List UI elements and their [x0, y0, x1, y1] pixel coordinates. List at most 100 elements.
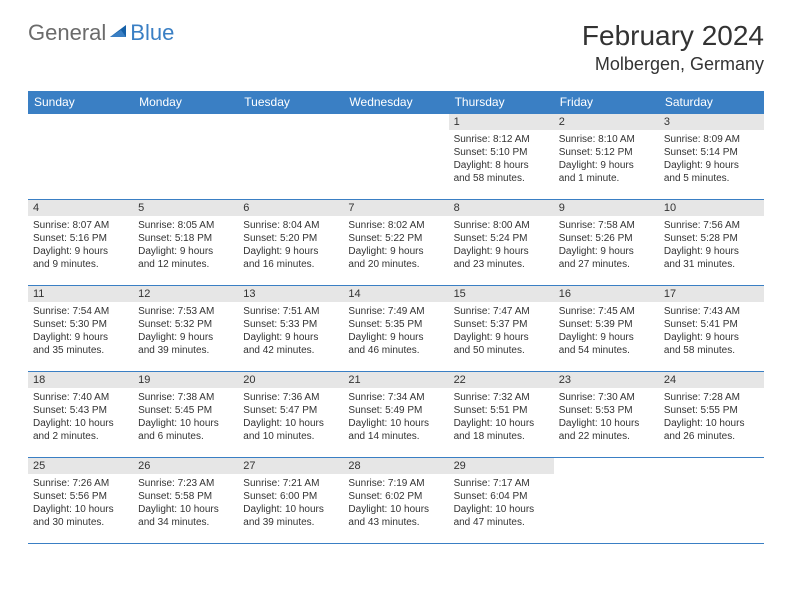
day-number: 11: [28, 286, 133, 302]
daylight-text: Daylight: 10 hours: [454, 417, 549, 430]
day-number: 12: [133, 286, 238, 302]
daylight-text: and 2 minutes.: [33, 430, 128, 443]
sunset-text: Sunset: 5:49 PM: [348, 404, 443, 417]
sunset-text: Sunset: 5:58 PM: [138, 490, 233, 503]
cell-body: Sunrise: 8:12 AMSunset: 5:10 PMDaylight:…: [449, 130, 554, 189]
daylight-text: Daylight: 10 hours: [664, 417, 759, 430]
sunrise-text: Sunrise: 7:58 AM: [559, 219, 654, 232]
daylight-text: and 54 minutes.: [559, 344, 654, 357]
sunrise-text: Sunrise: 7:45 AM: [559, 305, 654, 318]
daylight-text: Daylight: 10 hours: [243, 503, 338, 516]
sunset-text: Sunset: 5:55 PM: [664, 404, 759, 417]
sunset-text: Sunset: 5:28 PM: [664, 232, 759, 245]
daylight-text: Daylight: 10 hours: [348, 503, 443, 516]
sunrise-text: Sunrise: 7:49 AM: [348, 305, 443, 318]
cell-body: Sunrise: 7:34 AMSunset: 5:49 PMDaylight:…: [343, 388, 448, 447]
cell-body: Sunrise: 7:58 AMSunset: 5:26 PMDaylight:…: [554, 216, 659, 275]
dayhead-thu: Thursday: [449, 91, 554, 114]
sunset-text: Sunset: 5:16 PM: [33, 232, 128, 245]
title-block: February 2024 Molbergen, Germany: [582, 20, 764, 75]
day-number: 25: [28, 458, 133, 474]
daylight-text: and 39 minutes.: [138, 344, 233, 357]
sunset-text: Sunset: 5:22 PM: [348, 232, 443, 245]
week-row: 18Sunrise: 7:40 AMSunset: 5:43 PMDayligh…: [28, 372, 764, 458]
day-number: 13: [238, 286, 343, 302]
cell-body: Sunrise: 7:38 AMSunset: 5:45 PMDaylight:…: [133, 388, 238, 447]
day-number: 19: [133, 372, 238, 388]
day-number: 15: [449, 286, 554, 302]
calendar-cell: 22Sunrise: 7:32 AMSunset: 5:51 PMDayligh…: [449, 372, 554, 458]
daylight-text: and 58 minutes.: [664, 344, 759, 357]
sunrise-text: Sunrise: 7:54 AM: [33, 305, 128, 318]
calendar-cell: 5Sunrise: 8:05 AMSunset: 5:18 PMDaylight…: [133, 200, 238, 286]
day-number: 6: [238, 200, 343, 216]
daylight-text: Daylight: 10 hours: [559, 417, 654, 430]
dayhead-sat: Saturday: [659, 91, 764, 114]
calendar-cell: [343, 114, 448, 200]
sunrise-text: Sunrise: 7:34 AM: [348, 391, 443, 404]
daylight-text: and 39 minutes.: [243, 516, 338, 529]
day-number: 8: [449, 200, 554, 216]
daylight-text: Daylight: 10 hours: [138, 503, 233, 516]
daylight-text: Daylight: 9 hours: [138, 245, 233, 258]
daylight-text: and 22 minutes.: [559, 430, 654, 443]
daylight-text: Daylight: 9 hours: [138, 331, 233, 344]
daylight-text: and 5 minutes.: [664, 172, 759, 185]
logo-text-general: General: [28, 20, 106, 46]
daylight-text: and 23 minutes.: [454, 258, 549, 271]
calendar-cell: [133, 114, 238, 200]
sunset-text: Sunset: 5:39 PM: [559, 318, 654, 331]
cell-body: Sunrise: 8:02 AMSunset: 5:22 PMDaylight:…: [343, 216, 448, 275]
day-number: 20: [238, 372, 343, 388]
calendar-cell: 24Sunrise: 7:28 AMSunset: 5:55 PMDayligh…: [659, 372, 764, 458]
sunrise-text: Sunrise: 7:26 AM: [33, 477, 128, 490]
day-number: 2: [554, 114, 659, 130]
daylight-text: Daylight: 10 hours: [454, 503, 549, 516]
location-label: Molbergen, Germany: [582, 54, 764, 75]
sunset-text: Sunset: 5:35 PM: [348, 318, 443, 331]
day-number: 3: [659, 114, 764, 130]
daylight-text: Daylight: 9 hours: [454, 331, 549, 344]
day-number: 28: [343, 458, 448, 474]
sunset-text: Sunset: 5:12 PM: [559, 146, 654, 159]
daylight-text: and 1 minute.: [559, 172, 654, 185]
week-row: 25Sunrise: 7:26 AMSunset: 5:56 PMDayligh…: [28, 458, 764, 544]
daylight-text: and 47 minutes.: [454, 516, 549, 529]
sunrise-text: Sunrise: 8:07 AM: [33, 219, 128, 232]
header: General Blue February 2024 Molbergen, Ge…: [0, 0, 792, 83]
sunset-text: Sunset: 5:10 PM: [454, 146, 549, 159]
daylight-text: Daylight: 10 hours: [243, 417, 338, 430]
calendar-cell: 25Sunrise: 7:26 AMSunset: 5:56 PMDayligh…: [28, 458, 133, 544]
daylight-text: and 6 minutes.: [138, 430, 233, 443]
day-number: 4: [28, 200, 133, 216]
sunrise-text: Sunrise: 7:17 AM: [454, 477, 549, 490]
cell-body: Sunrise: 7:28 AMSunset: 5:55 PMDaylight:…: [659, 388, 764, 447]
day-header-row: Sunday Monday Tuesday Wednesday Thursday…: [28, 91, 764, 114]
cell-body: Sunrise: 8:09 AMSunset: 5:14 PMDaylight:…: [659, 130, 764, 189]
dayhead-fri: Friday: [554, 91, 659, 114]
sunrise-text: Sunrise: 7:43 AM: [664, 305, 759, 318]
calendar-cell: 1Sunrise: 8:12 AMSunset: 5:10 PMDaylight…: [449, 114, 554, 200]
daylight-text: and 50 minutes.: [454, 344, 549, 357]
daylight-text: and 31 minutes.: [664, 258, 759, 271]
sunrise-text: Sunrise: 8:09 AM: [664, 133, 759, 146]
logo-text-blue: Blue: [130, 20, 174, 46]
daylight-text: and 27 minutes.: [559, 258, 654, 271]
sunset-text: Sunset: 5:14 PM: [664, 146, 759, 159]
week-row: 11Sunrise: 7:54 AMSunset: 5:30 PMDayligh…: [28, 286, 764, 372]
sunset-text: Sunset: 5:51 PM: [454, 404, 549, 417]
cell-body: Sunrise: 8:00 AMSunset: 5:24 PMDaylight:…: [449, 216, 554, 275]
daylight-text: and 34 minutes.: [138, 516, 233, 529]
calendar-cell: 29Sunrise: 7:17 AMSunset: 6:04 PMDayligh…: [449, 458, 554, 544]
sunset-text: Sunset: 5:43 PM: [33, 404, 128, 417]
day-number: 7: [343, 200, 448, 216]
sunset-text: Sunset: 5:18 PM: [138, 232, 233, 245]
dayhead-mon: Monday: [133, 91, 238, 114]
sunrise-text: Sunrise: 8:12 AM: [454, 133, 549, 146]
cell-body: Sunrise: 8:05 AMSunset: 5:18 PMDaylight:…: [133, 216, 238, 275]
dayhead-tue: Tuesday: [238, 91, 343, 114]
daylight-text: and 30 minutes.: [33, 516, 128, 529]
sunrise-text: Sunrise: 8:00 AM: [454, 219, 549, 232]
cell-body: Sunrise: 7:21 AMSunset: 6:00 PMDaylight:…: [238, 474, 343, 533]
sunset-text: Sunset: 5:41 PM: [664, 318, 759, 331]
